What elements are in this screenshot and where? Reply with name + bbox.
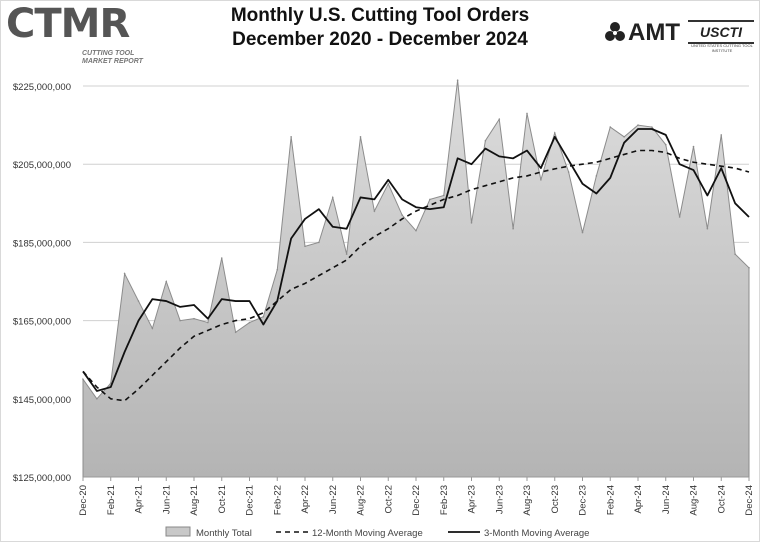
- monthly-total-point: [401, 214, 403, 216]
- monthly-total-point: [429, 198, 431, 201]
- monthly-total-point: [82, 378, 84, 381]
- monthly-total-point: [234, 331, 237, 334]
- legend-swatch-monthly-total: [165, 526, 191, 537]
- ctmr-logo-text: CTMR: [6, 1, 130, 47]
- x-tick-label: Feb-23: [439, 485, 450, 515]
- monthly-total-point: [748, 267, 750, 269]
- x-tick-label: Dec-20: [78, 485, 89, 516]
- monthly-total-point: [484, 139, 487, 142]
- x-tick-label: Dec-21: [245, 485, 256, 516]
- monthly-total-point: [706, 227, 709, 230]
- x-tick-label: Jun-22: [328, 485, 339, 514]
- series-3-month-moving-average-line: [82, 128, 750, 392]
- monthly-total-point: [540, 179, 542, 181]
- x-tick-label: Feb-22: [272, 485, 283, 515]
- uscti-logo-subtext: UNITED STATES CUTTING TOOL INSTITUTE: [691, 43, 753, 53]
- monthly-total-point: [331, 196, 334, 199]
- chart-title-line2: December 2020 - December 2024: [232, 29, 528, 50]
- monthly-total-point: [470, 222, 473, 224]
- uscti-logo-text: USCTI: [688, 20, 754, 44]
- monthly-total-point: [373, 210, 376, 212]
- monthly-total-point: [262, 315, 265, 318]
- x-tick-label: Apr-21: [134, 485, 145, 514]
- monthly-total-point: [359, 136, 362, 138]
- monthly-total-point: [581, 231, 584, 234]
- monthly-total-point: [498, 118, 501, 121]
- monthly-total-point: [318, 241, 320, 244]
- y-tick-label: $145,000,000: [13, 395, 71, 406]
- monthly-total-point: [137, 300, 140, 302]
- ctmr-logo-tagline: CUTTING TOOL MARKET REPORT: [82, 50, 143, 65]
- x-tick-label: Aug-22: [356, 485, 367, 516]
- monthly-total-point: [692, 145, 695, 148]
- monthly-total-point: [595, 175, 598, 177]
- x-tick-label: Aug-24: [689, 485, 700, 516]
- chart-title-line1: Monthly U.S. Cutting Tool Orders: [230, 5, 530, 26]
- monthly-total-point: [345, 253, 348, 255]
- monthly-total-point: [220, 257, 223, 259]
- y-tick-label: $165,000,000: [13, 317, 71, 328]
- monthly-total-point: [664, 143, 667, 146]
- x-tick-label: Feb-21: [106, 485, 117, 515]
- monthly-total-point: [651, 126, 653, 128]
- monthly-total-point: [512, 227, 514, 230]
- x-tick-label: Jun-24: [661, 485, 672, 514]
- monthly-total-point: [96, 398, 98, 400]
- y-tick-label: $185,000,000: [13, 238, 71, 249]
- y-tick-label: $225,000,000: [13, 82, 71, 93]
- monthly-total-point: [276, 268, 279, 271]
- monthly-total-point: [387, 182, 390, 185]
- monthly-total-point: [567, 171, 570, 173]
- legend-label-monthly-total: Monthly Total: [196, 528, 252, 539]
- monthly-total-point: [720, 134, 723, 136]
- monthly-total-point: [456, 79, 459, 81]
- x-tick-label: Dec-22: [411, 485, 422, 516]
- monthly-total-point: [553, 132, 556, 134]
- x-tick-label: Oct-24: [716, 485, 727, 514]
- chart-title: Monthly U.S. Cutting Tool Orders Decembe…: [170, 4, 590, 52]
- amt-logo-text: AMT: [628, 19, 680, 46]
- monthly-total-point: [304, 245, 306, 248]
- monthly-total-point: [734, 253, 736, 255]
- x-tick-label: Dec-24: [744, 485, 755, 516]
- x-tick-label: Oct-21: [217, 485, 228, 514]
- monthly-total-point: [442, 194, 445, 197]
- series-12-month-moving-average-line: [82, 149, 750, 402]
- legend-label-12-month-ma: 12-Month Moving Average: [312, 528, 423, 539]
- x-tick-label: Oct-23: [550, 485, 561, 514]
- monthly-total-point: [179, 319, 181, 322]
- amt-trefoil-icon: [605, 22, 625, 41]
- y-tick-label: $205,000,000: [13, 160, 71, 171]
- monthly-total-point: [207, 321, 209, 324]
- monthly-total-point: [290, 136, 292, 138]
- monthly-total-point: [109, 382, 112, 384]
- monthly-total-point: [123, 272, 126, 275]
- x-tick-label: Aug-23: [522, 485, 533, 516]
- monthly-total-point: [165, 280, 168, 283]
- y-tick-label: $125,000,000: [13, 473, 71, 484]
- ctmr-logo: CTMR CUTTING TOOL MARKET REPORT: [6, 2, 146, 66]
- x-tick-label: Feb-24: [605, 485, 616, 515]
- x-tick-label: Aug-21: [189, 485, 200, 516]
- series-monthly-total-area: [82, 80, 750, 478]
- monthly-total-point: [609, 126, 612, 128]
- monthly-total-point: [623, 136, 625, 138]
- x-tick-label: Apr-24: [633, 485, 644, 514]
- monthly-total-point: [151, 327, 154, 330]
- x-tick-label: Jun-23: [494, 485, 505, 514]
- monthly-total-point: [678, 216, 681, 218]
- monthly-total-point: [193, 317, 195, 320]
- monthly-total-point: [526, 112, 528, 115]
- x-tick-label: Apr-23: [467, 485, 478, 514]
- x-tick-label: Apr-22: [300, 485, 311, 514]
- monthly-total-point: [637, 124, 639, 126]
- monthly-total-point: [415, 229, 417, 232]
- legend-label-3-month-ma: 3-Month Moving Average: [484, 528, 589, 539]
- x-tick-label: Dec-23: [578, 485, 589, 516]
- x-tick-label: Jun-21: [161, 485, 172, 514]
- amt-usc-logo: AMT USCTI UNITED STATES CUTTING TOOL INS…: [604, 18, 756, 53]
- x-tick-label: Oct-22: [383, 485, 394, 514]
- monthly-total-point: [248, 321, 251, 324]
